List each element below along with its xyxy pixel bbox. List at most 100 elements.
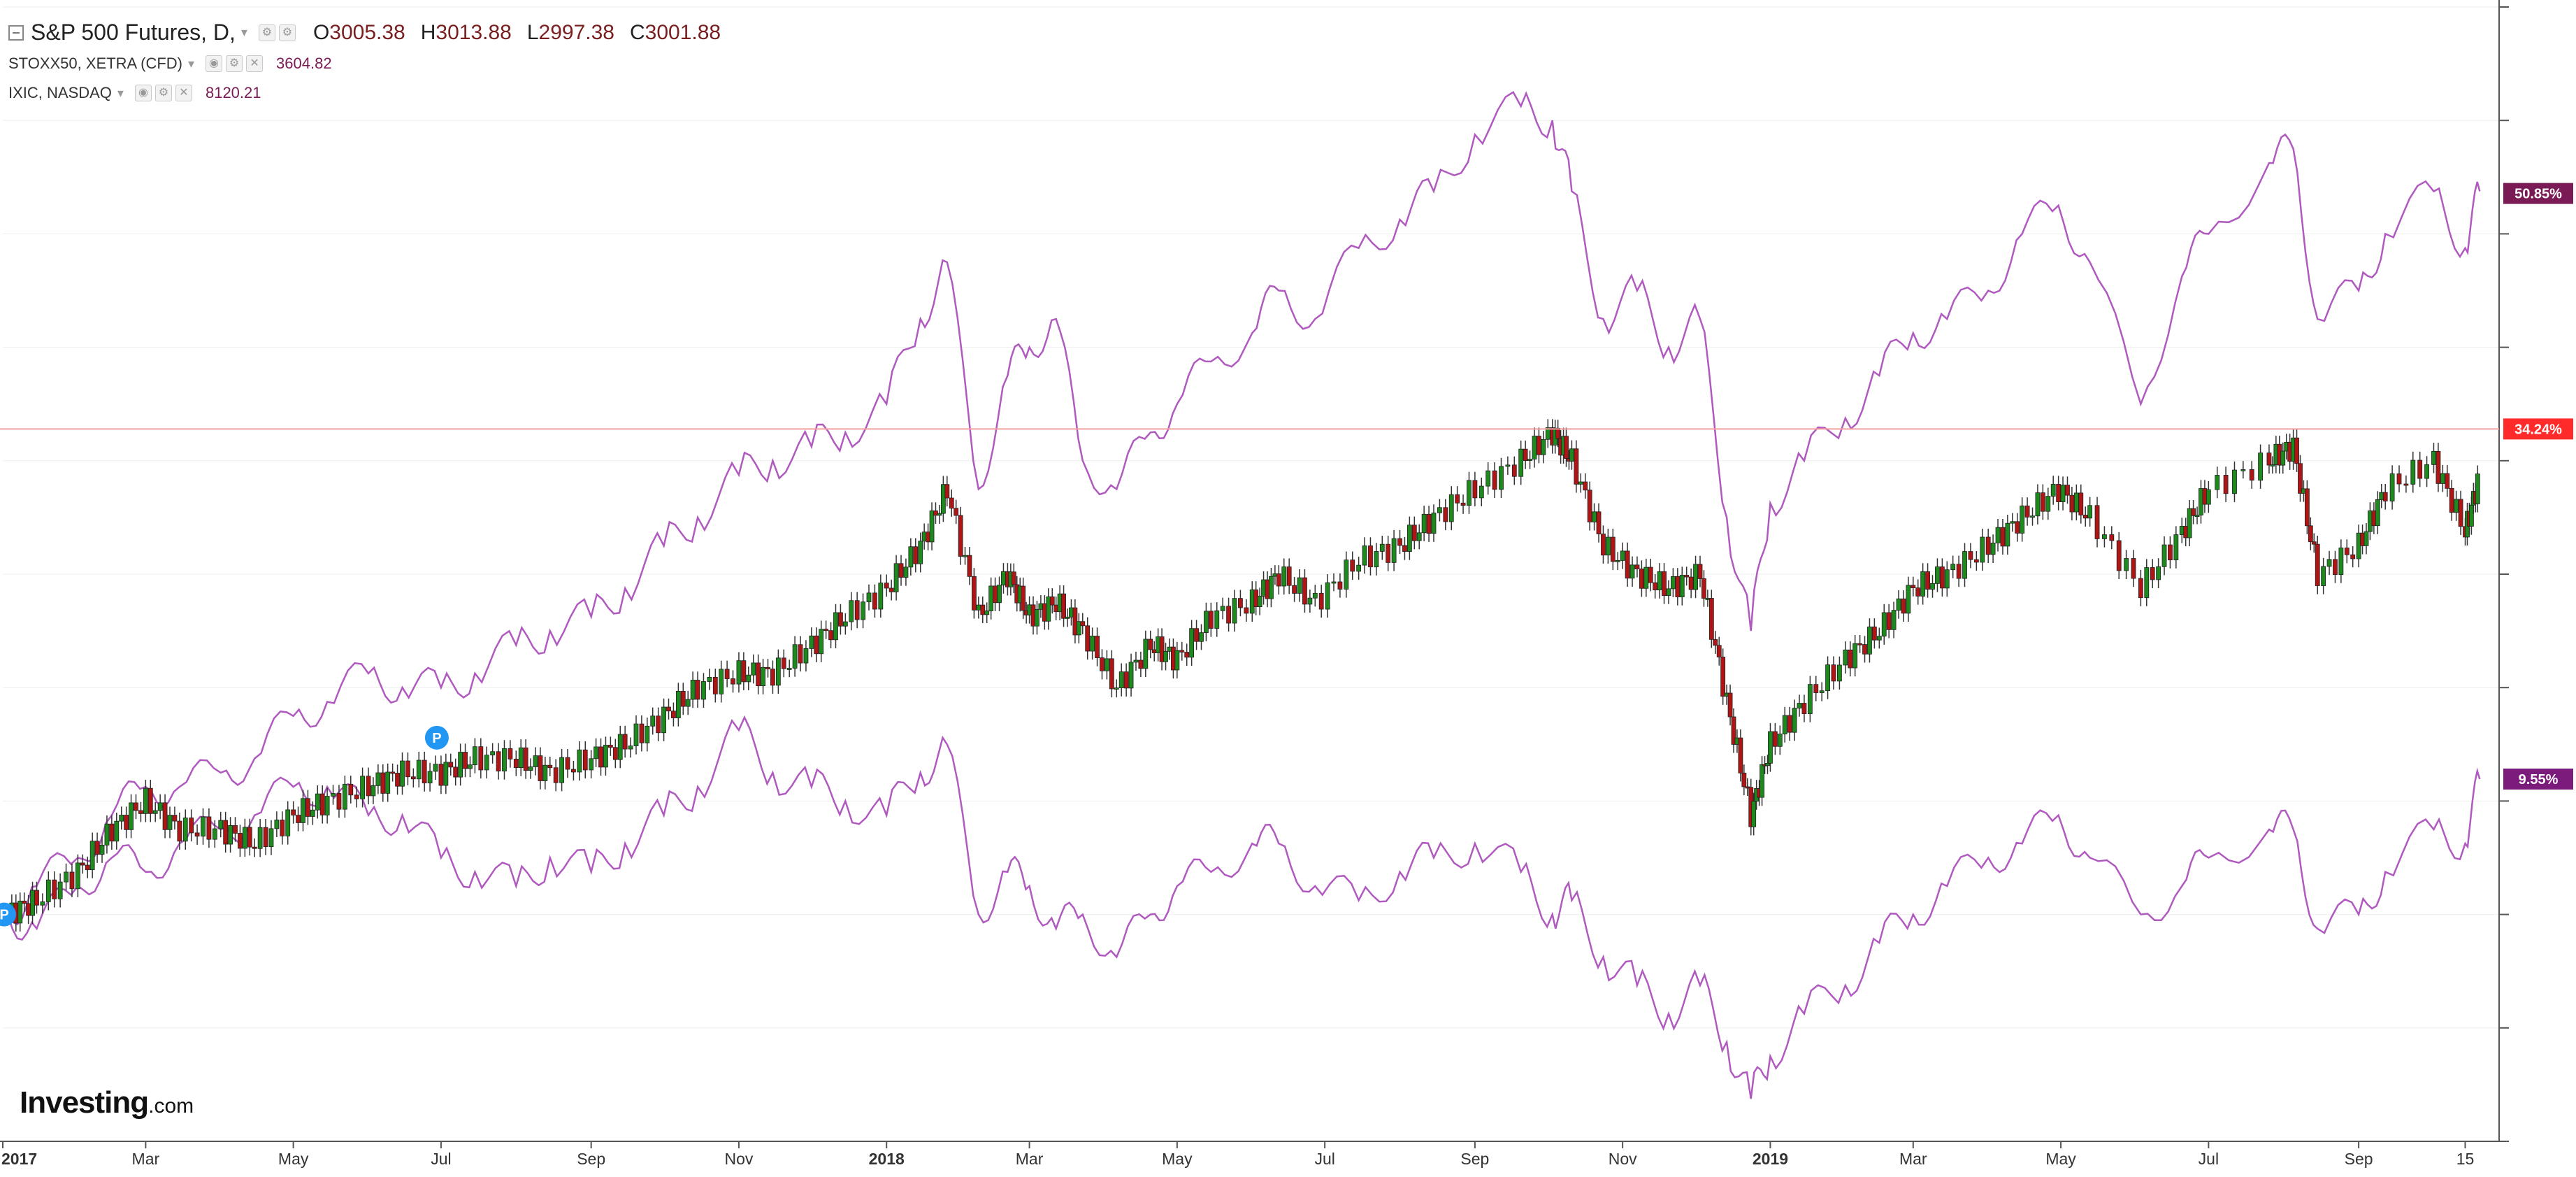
candle-body [2449,487,2454,513]
candle-body [1801,703,1807,714]
candle-body [1541,438,1546,455]
candle-body [1085,625,1091,652]
candle-body [1148,639,1153,650]
candle-body [523,747,528,771]
eye-icon[interactable]: ◉ [134,85,152,101]
main-series-title[interactable]: S&P 500 Futures, D, [31,20,236,45]
chevron-down-icon[interactable]: ▾ [240,25,247,39]
candle-body [157,802,163,811]
candle-body [823,629,829,632]
candle-body [2131,558,2136,579]
settings-icon[interactable]: ⚙ [154,85,172,101]
candle-body [114,820,120,842]
pin-marker[interactable]: P [0,902,16,927]
candle-body [1163,650,1168,662]
candle-body [1331,581,1337,584]
candle-body [1532,436,1537,459]
pin-marker[interactable]: P [424,725,449,750]
price-tag-label: 9.55% [2519,772,2559,787]
settings-icon[interactable]: ⚙ [278,24,296,41]
candle-body [2206,489,2211,505]
candle-body [1443,507,1448,522]
candle-body [1061,593,1066,619]
candle-body [913,546,919,564]
candle-body [189,818,194,834]
candle-body [1189,628,1195,658]
candle-body [291,809,296,815]
candle-body [972,576,977,611]
candle-body [69,871,75,890]
candle-body [395,773,400,787]
candle-body [2410,459,2416,485]
candle-body [2173,534,2179,561]
candle-body [2298,463,2303,494]
candle-body [385,771,391,794]
pin-markers[interactable]: PP [0,725,449,927]
chevron-down-icon[interactable]: ▾ [117,85,124,100]
candle-body [305,798,310,817]
main-series-legend[interactable]: S&P 500 Futures, D, ▾ ⚙ ⚙ O3005.38 H3013… [8,20,736,45]
candle-body [988,585,994,611]
close-icon[interactable]: ✕ [175,85,192,101]
candle-body [1693,564,1698,590]
candle-body [1118,671,1124,688]
compare-series-name[interactable]: STOXX50, XETRA (CFD) [8,55,182,72]
candle-body [2223,475,2229,494]
candle-body [1104,658,1109,671]
candle-body [1738,737,1743,773]
candle-body [1760,764,1764,798]
candle-body [553,767,559,783]
candle-body [1257,596,1262,607]
candle-body [410,776,416,780]
candle-body [233,825,238,834]
candle-body [980,604,986,615]
candle-body [218,820,224,829]
candle-body [2321,566,2326,586]
x-tick-label: 15 [2456,1150,2475,1168]
candle-body [2191,508,2196,516]
candle-body [2215,475,2220,490]
ohlc-close: C3001.88 [630,20,721,44]
chevron-down-icon[interactable]: ▾ [187,56,195,71]
compare-legend-ixic[interactable]: IXIC, NASDAQ ▾ ◉ ⚙ ✕ 8120.21 [8,84,261,102]
candle-body [2035,492,2041,517]
candle-body [933,511,938,516]
candle-body [2304,488,2310,527]
candle-body [1472,480,1478,499]
candle-body [746,674,751,683]
candle-body [1985,536,1991,555]
eye-icon[interactable]: ◉ [206,55,223,72]
candle-body [963,555,967,557]
compare-legend-stoxx[interactable]: STOXX50, XETRA (CFD) ▾ ◉ ⚙ ✕ 3604.82 [8,55,332,73]
candle-body [1615,560,1620,562]
candle-body [1492,470,1497,490]
x-tick-label: Mar [132,1150,160,1168]
close-icon[interactable]: ✕ [246,55,264,72]
pin-icon [0,902,16,927]
candle-body [1128,662,1134,689]
candle-body [375,772,381,786]
candle-body [2010,521,2015,524]
candle-body [1657,571,1662,591]
candle-body [589,758,594,771]
x-tick-label: May [2045,1150,2076,1168]
candle-body [2015,521,2020,534]
candle-body [1896,598,1901,611]
candle-body [1281,566,1287,587]
candle-body [75,862,80,890]
candle-body [2375,499,2380,527]
compare-series-name[interactable]: IXIC, NASDAQ [8,84,112,101]
settings-icon[interactable]: ⚙ [226,55,243,72]
candle-body [40,901,45,906]
candle-body [1286,566,1292,586]
settings-icon[interactable]: ⚙ [258,24,275,41]
candle-body [2232,469,2237,494]
candle-body [2424,464,2429,479]
candle-body [719,669,724,694]
candle-body [2311,541,2317,545]
candle-body [761,666,765,687]
candle-body [2144,567,2150,599]
collapse-icon[interactable] [8,24,24,41]
